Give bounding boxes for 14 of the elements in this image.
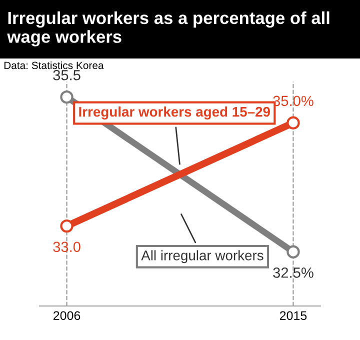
series-label: All irregular workers <box>141 250 264 264</box>
data-label: 35.0% <box>273 96 314 106</box>
data-label: 33.0 <box>53 242 80 252</box>
point <box>286 116 300 130</box>
point <box>60 90 74 104</box>
point <box>60 219 74 233</box>
data-label: 35.5 <box>53 70 80 80</box>
data-label: 32.5% <box>273 267 314 278</box>
point <box>286 245 300 258</box>
x-tick-label: 2015 <box>280 311 307 320</box>
series-label: Irregular workers aged 15–29 <box>79 106 270 120</box>
x-tick-label: 2006 <box>54 311 80 320</box>
chart-title: Irregular workers as a percentage of all wage workers <box>7 11 330 46</box>
text: Data: Statistics Korea <box>4 61 104 70</box>
